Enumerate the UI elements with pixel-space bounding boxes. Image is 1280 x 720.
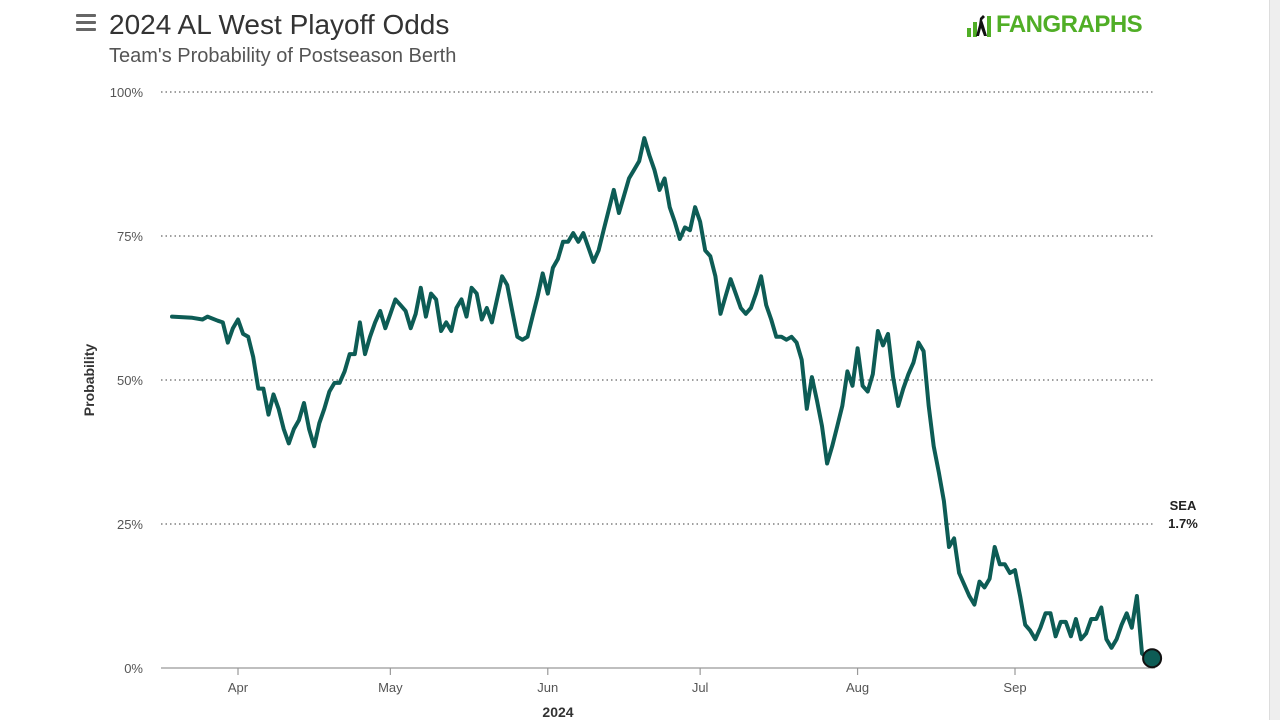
logo-text: FANGRAPHS [996,11,1143,38]
grid-lines [161,91,1155,525]
fangraphs-logo[interactable]: FANGRAPHS [966,10,1143,40]
series-end-label-value: 1.7% [1168,516,1198,531]
page-edge [1269,0,1280,720]
y-tick-label: 25% [117,517,143,532]
chart-title: 2024 AL West Playoff Odds [109,9,450,40]
hamburger-menu-icon[interactable] [76,14,96,32]
batter-bars-icon [967,15,991,37]
x-axis-title: 2024 [542,704,573,720]
logo-bar-3 [987,16,991,37]
y-tick-label: 75% [117,229,143,244]
series-end-marker[interactable] [1142,648,1163,669]
y-axis-title: Probability [81,344,97,417]
labels: 0% 25% 50% 75% 100% Apr May Jun Jul Aug Sep 2024 Pro… [81,85,1198,720]
logo-bar-2 [973,22,977,37]
x-tick-label: Jun [537,680,558,695]
y-tick-label: 0% [124,661,143,676]
series-layer [170,136,1163,669]
x-tick-label: Aug [846,680,869,695]
series-end-label-team: SEA [1170,498,1197,513]
y-tick-label: 100% [110,85,144,100]
chart-subtitle: Team's Probability of Postseason Berth [109,45,457,67]
x-tick-label: May [378,680,403,695]
series-line-sea[interactable] [170,136,1155,661]
y-tick-label: 50% [117,373,143,388]
axes [161,667,1155,675]
logo-batter [976,15,987,36]
x-tick-label: Jul [692,680,709,695]
logo-bar-1 [967,28,971,37]
x-tick-label: Apr [228,680,249,695]
x-tick-label: Sep [1003,680,1026,695]
